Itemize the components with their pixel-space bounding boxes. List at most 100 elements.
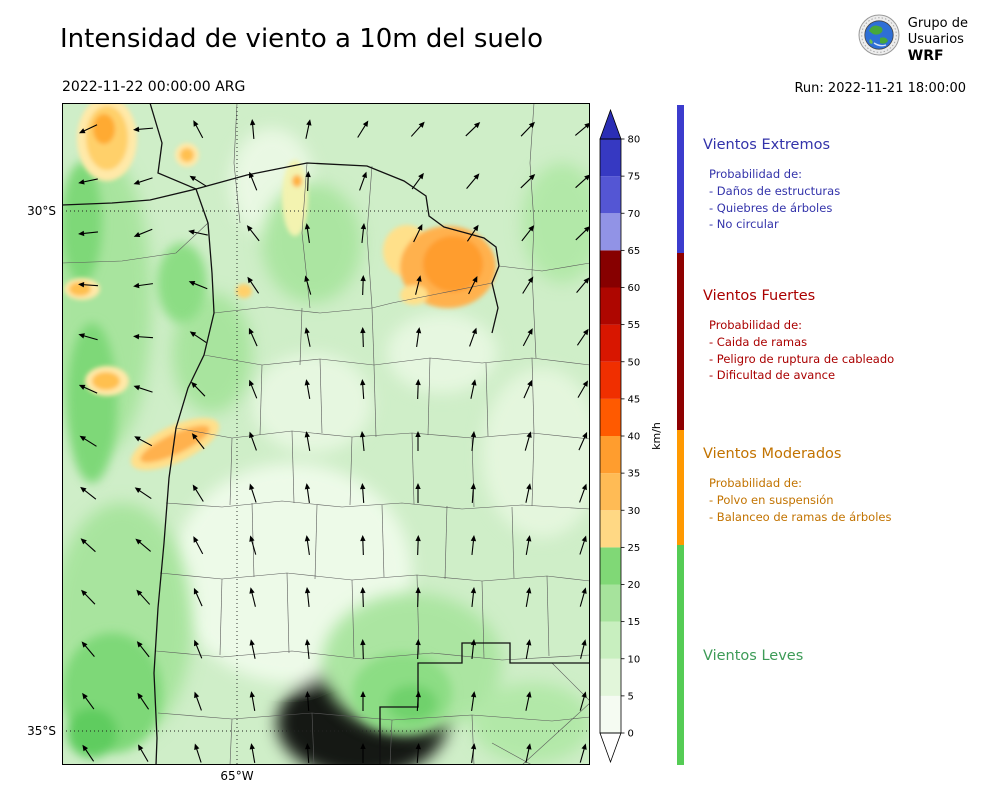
wind-arrow-shaft (575, 228, 588, 241)
wind-arrow-head (360, 743, 366, 749)
wind-arrow-shaft (579, 539, 586, 555)
wind-arrow-shaft (84, 644, 95, 658)
wind-arrow-shaft (137, 127, 154, 131)
colorbar-tick-label: 10 (628, 654, 641, 665)
wind-arrow-shaft (250, 383, 258, 399)
wind-map-canvas (62, 103, 590, 765)
legend-item: - Polvo en suspensión (709, 493, 834, 507)
wind-arrow-shaft (362, 539, 364, 556)
wind-arrow-shaft (83, 489, 97, 500)
legend-section-moderados: Vientos Moderados Probabilidad de: - Pol… (703, 446, 988, 525)
logo-line-3: WRF (907, 48, 944, 64)
wind-arrow-head (529, 174, 536, 181)
wind-arrow-head (526, 743, 532, 750)
wind-arrow-shaft (250, 539, 257, 555)
wind-arrow-head (136, 589, 143, 596)
wind-arrow-head (360, 691, 366, 697)
wind-arrow-shaft (138, 592, 151, 605)
wind-arrow-head (581, 587, 587, 594)
wind-arrow-head (305, 691, 311, 698)
colorbar-canvas: 0 5 10 15 20 25 30 35 40 45 50 55 60 65 70 75 80 km/h (599, 108, 663, 764)
wind-arrow-shaft (417, 539, 419, 556)
wind-arrow-head (304, 223, 311, 230)
wind-arrow-shaft (471, 591, 475, 608)
colorbar-segment (600, 510, 621, 548)
wind-arrow-shaft (82, 124, 98, 132)
wind-arrow-head (304, 587, 311, 594)
wind-arrow-head (360, 327, 366, 334)
wind-arrow-head (581, 639, 587, 646)
wind-arrow-head (415, 379, 421, 386)
wind-arrow-head (191, 381, 198, 388)
wind-arrow-head (527, 328, 533, 335)
wind-arrow-head (474, 122, 481, 129)
wind-arrow-shaft (578, 435, 586, 451)
wind-arrow-shaft (468, 279, 476, 295)
colorbar-tick-label: 0 (628, 729, 634, 740)
logo-line-1: Grupo de (907, 16, 968, 31)
wind-arrow-head (134, 487, 142, 494)
wind-arrow-head (248, 171, 255, 179)
wind-arrow-head (526, 691, 532, 698)
wind-arrow-shaft (575, 176, 588, 189)
wind-arrow-head (138, 744, 144, 751)
wind-arrow-head (584, 226, 590, 233)
wind-arrow-head (189, 175, 197, 182)
wind-arrow-shaft (251, 643, 256, 659)
wind-arrow-head (193, 587, 199, 595)
wind-arrow-shaft (411, 176, 422, 190)
legend-color-strip (677, 105, 684, 765)
wind-arrow-head (583, 277, 590, 284)
colorbar-segments (600, 139, 621, 733)
wind-arrow-shaft (251, 747, 256, 763)
wind-arrow-head (473, 173, 480, 180)
wind-arrow-shaft (84, 696, 95, 710)
wind-arrow-head (137, 692, 144, 700)
wind-arrow-shaft (250, 435, 257, 451)
wind-arrow-head (470, 431, 477, 438)
colorbar-tick-label: 60 (628, 283, 641, 294)
colorbar-tick-label: 50 (628, 357, 641, 368)
province-boundaries (62, 103, 590, 765)
wind-arrow-head (415, 483, 421, 489)
wind-arrow-head (528, 225, 535, 232)
wind-arrow-shaft (579, 591, 586, 607)
wind-arrow-shaft (471, 643, 475, 660)
legend-item: - Dificultad de avance (709, 368, 836, 382)
wind-arrow-head (82, 692, 88, 700)
wind-arrow-head (192, 484, 199, 492)
wind-arrow-shaft (306, 227, 310, 243)
legend-item: - Peligro de ruptura de cableado (709, 351, 895, 366)
wind-arrow-shaft (194, 488, 204, 502)
wind-arrow-shaft (84, 748, 95, 762)
xaxis-tick-65w: 65°W (220, 769, 254, 783)
wind-arrow-head (470, 639, 477, 646)
wind-arrow-shaft (410, 124, 423, 137)
wind-arrow-shaft (137, 228, 153, 236)
wind-arrow-shaft (193, 333, 207, 344)
wind-arrow-head (188, 229, 195, 235)
legend-section-extremos: Vientos Extremos Probabilidad de: - Daño… (703, 137, 988, 233)
wind-arrow-head (360, 275, 366, 282)
wind-arrow-head (359, 431, 366, 438)
wind-arrow-head (249, 483, 255, 491)
wind-arrow-shaft (525, 539, 530, 555)
wind-arrow-head (304, 275, 310, 282)
wind-arrow-shaft (195, 643, 203, 659)
globe-icon (858, 14, 900, 56)
department-boundaries (62, 103, 590, 765)
wind-map (62, 103, 590, 765)
wind-arrow-head (470, 691, 477, 698)
wind-arrow-shaft (574, 125, 588, 136)
wind-arrow-shaft (362, 331, 364, 348)
wind-arrow-shaft (82, 178, 98, 183)
wind-arrow-head (581, 483, 587, 491)
map-frame (62, 103, 590, 765)
wind-arrow-shaft (577, 383, 587, 398)
colorbar-over-arrow (599, 108, 622, 140)
wind-arrow-head (246, 225, 253, 232)
wind-arrow-head (472, 224, 479, 232)
wind-arrow-shaft (523, 383, 531, 399)
wind-arrow-head (581, 691, 587, 698)
wind-arrow-shaft (138, 541, 152, 552)
